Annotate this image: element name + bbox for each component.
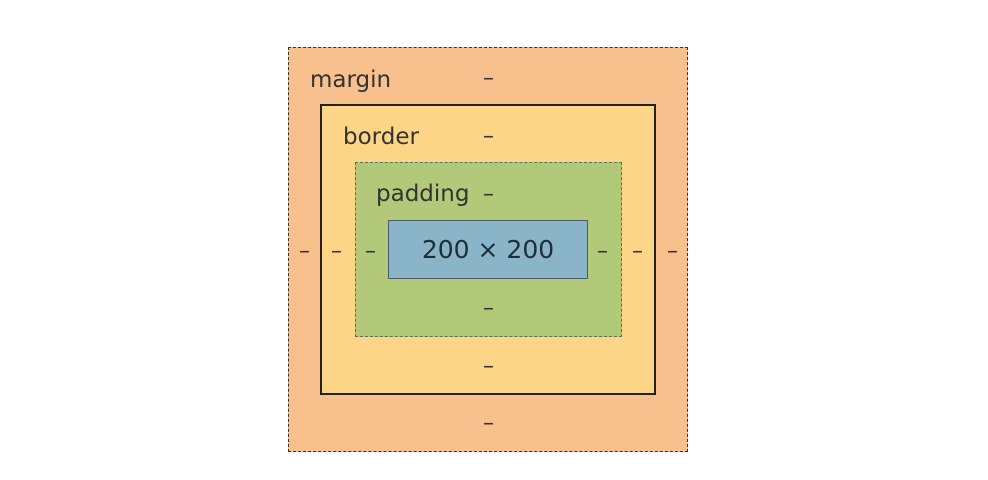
padding-top-value[interactable]: – (483, 182, 494, 207)
padding-bottom-value[interactable]: – (483, 296, 494, 321)
border-right-value[interactable]: – (632, 239, 643, 264)
margin-bottom-value[interactable]: – (483, 411, 494, 436)
content-size-value[interactable]: 200 × 200 (421, 235, 555, 264)
content-box: 200 × 200 (388, 220, 588, 279)
border-left-value[interactable]: – (331, 239, 342, 264)
border-label: border (343, 124, 419, 150)
padding-label: padding (376, 181, 470, 207)
border-top-value[interactable]: – (483, 124, 494, 149)
border-bottom-value[interactable]: – (483, 354, 494, 379)
margin-label: margin (310, 67, 392, 93)
margin-left-value[interactable]: – (299, 239, 310, 264)
margin-right-value[interactable]: – (667, 239, 678, 264)
padding-right-value[interactable]: – (597, 239, 608, 264)
padding-left-value[interactable]: – (365, 239, 376, 264)
margin-top-value[interactable]: – (483, 66, 494, 91)
